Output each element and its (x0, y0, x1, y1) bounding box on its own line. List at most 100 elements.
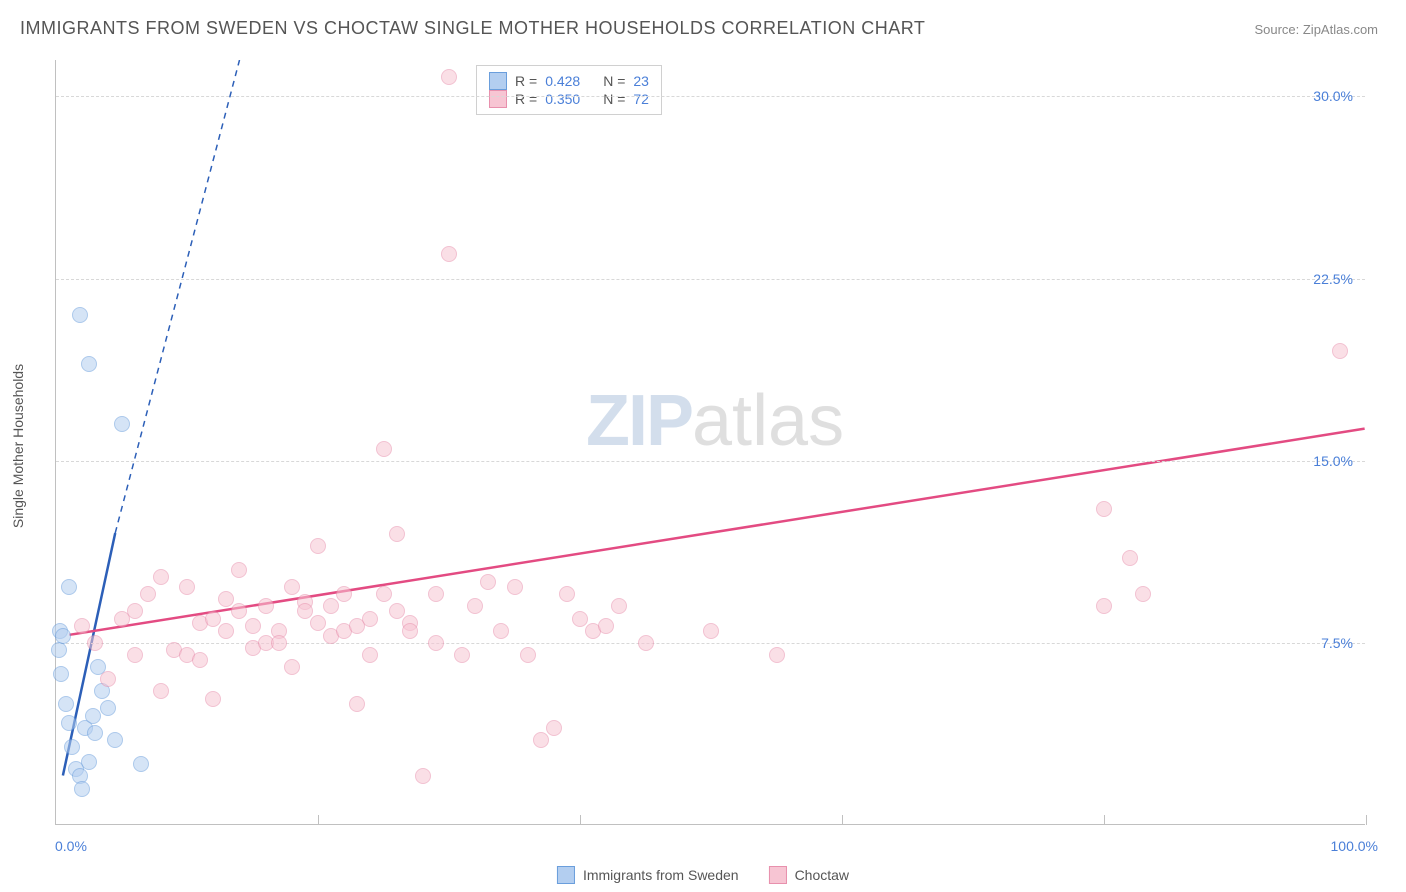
scatter-point (58, 696, 74, 712)
scatter-point (493, 623, 509, 639)
scatter-point (153, 683, 169, 699)
scatter-point (1122, 550, 1138, 566)
scatter-point (310, 615, 326, 631)
legend-label: Choctaw (795, 867, 849, 883)
scatter-point (153, 569, 169, 585)
scatter-point (218, 623, 234, 639)
scatter-point (81, 356, 97, 372)
scatter-point (389, 526, 405, 542)
legend-swatch (489, 72, 507, 90)
scatter-point (480, 574, 496, 590)
gridline-v (1104, 815, 1105, 825)
r-label: R = (515, 73, 537, 89)
scatter-point (258, 598, 274, 614)
scatter-point (284, 579, 300, 595)
watermark: ZIPatlas (586, 380, 844, 462)
scatter-point (114, 416, 130, 432)
gridline-v (842, 815, 843, 825)
scatter-point (376, 586, 392, 602)
gridline-h (56, 279, 1365, 280)
legend-row: R =0.428N =23 (489, 72, 649, 90)
scatter-point (127, 647, 143, 663)
x-max-label: 100.0% (1331, 838, 1378, 854)
scatter-point (1096, 501, 1112, 517)
y-tick-label: 15.0% (1313, 453, 1353, 469)
scatter-point (376, 441, 392, 457)
n-value: 23 (633, 73, 649, 89)
scatter-point (533, 732, 549, 748)
scatter-point (74, 781, 90, 797)
scatter-point (611, 598, 627, 614)
scatter-point (428, 635, 444, 651)
scatter-point (205, 611, 221, 627)
scatter-point (85, 708, 101, 724)
scatter-point (520, 647, 536, 663)
scatter-point (1332, 343, 1348, 359)
gridline-h (56, 461, 1365, 462)
n-value: 72 (633, 91, 649, 107)
chart-title: IMMIGRANTS FROM SWEDEN VS CHOCTAW SINGLE… (20, 18, 925, 39)
scatter-point (51, 642, 67, 658)
scatter-point (1135, 586, 1151, 602)
legend-item: Immigrants from Sweden (557, 866, 739, 884)
scatter-point (546, 720, 562, 736)
scatter-point (140, 586, 156, 602)
scatter-point (231, 562, 247, 578)
r-value: 0.350 (545, 91, 595, 107)
scatter-point (133, 756, 149, 772)
correlation-legend: R =0.428N =23R =0.350N =72 (476, 65, 662, 115)
scatter-point (53, 666, 69, 682)
trend-lines-layer (56, 60, 1365, 824)
scatter-point (231, 603, 247, 619)
scatter-point (55, 628, 71, 644)
scatter-point (415, 768, 431, 784)
gridline-v (1366, 815, 1367, 825)
scatter-point (428, 586, 444, 602)
scatter-point (638, 635, 654, 651)
scatter-point (64, 739, 80, 755)
scatter-point (467, 598, 483, 614)
scatter-point (100, 671, 116, 687)
y-tick-label: 30.0% (1313, 88, 1353, 104)
scatter-point (362, 647, 378, 663)
scatter-point (205, 691, 221, 707)
n-label: N = (603, 73, 625, 89)
plot-area: ZIPatlas R =0.428N =23R =0.350N =72 7.5%… (55, 60, 1365, 825)
legend-item: Choctaw (769, 866, 849, 884)
scatter-point (454, 647, 470, 663)
legend-swatch (769, 866, 787, 884)
x-min-label: 0.0% (55, 838, 87, 854)
scatter-point (402, 623, 418, 639)
r-label: R = (515, 91, 537, 107)
scatter-point (559, 586, 575, 602)
scatter-point (245, 618, 261, 634)
scatter-point (87, 635, 103, 651)
scatter-point (61, 715, 77, 731)
gridline-v (580, 815, 581, 825)
y-tick-label: 7.5% (1321, 635, 1353, 651)
scatter-point (127, 603, 143, 619)
scatter-point (1096, 598, 1112, 614)
scatter-point (87, 725, 103, 741)
y-tick-label: 22.5% (1313, 271, 1353, 287)
scatter-point (271, 635, 287, 651)
scatter-point (441, 69, 457, 85)
scatter-point (572, 611, 588, 627)
scatter-point (72, 307, 88, 323)
source-attribution: Source: ZipAtlas.com (1254, 22, 1378, 37)
legend-swatch (489, 90, 507, 108)
series-legend: Immigrants from Sweden Choctaw (557, 866, 849, 884)
scatter-point (218, 591, 234, 607)
scatter-point (323, 598, 339, 614)
legend-swatch (557, 866, 575, 884)
gridline-v (318, 815, 319, 825)
scatter-point (507, 579, 523, 595)
scatter-point (192, 652, 208, 668)
legend-label: Immigrants from Sweden (583, 867, 739, 883)
gridline-h (56, 96, 1365, 97)
scatter-point (336, 586, 352, 602)
scatter-point (100, 700, 116, 716)
scatter-point (61, 579, 77, 595)
scatter-point (297, 603, 313, 619)
scatter-point (107, 732, 123, 748)
